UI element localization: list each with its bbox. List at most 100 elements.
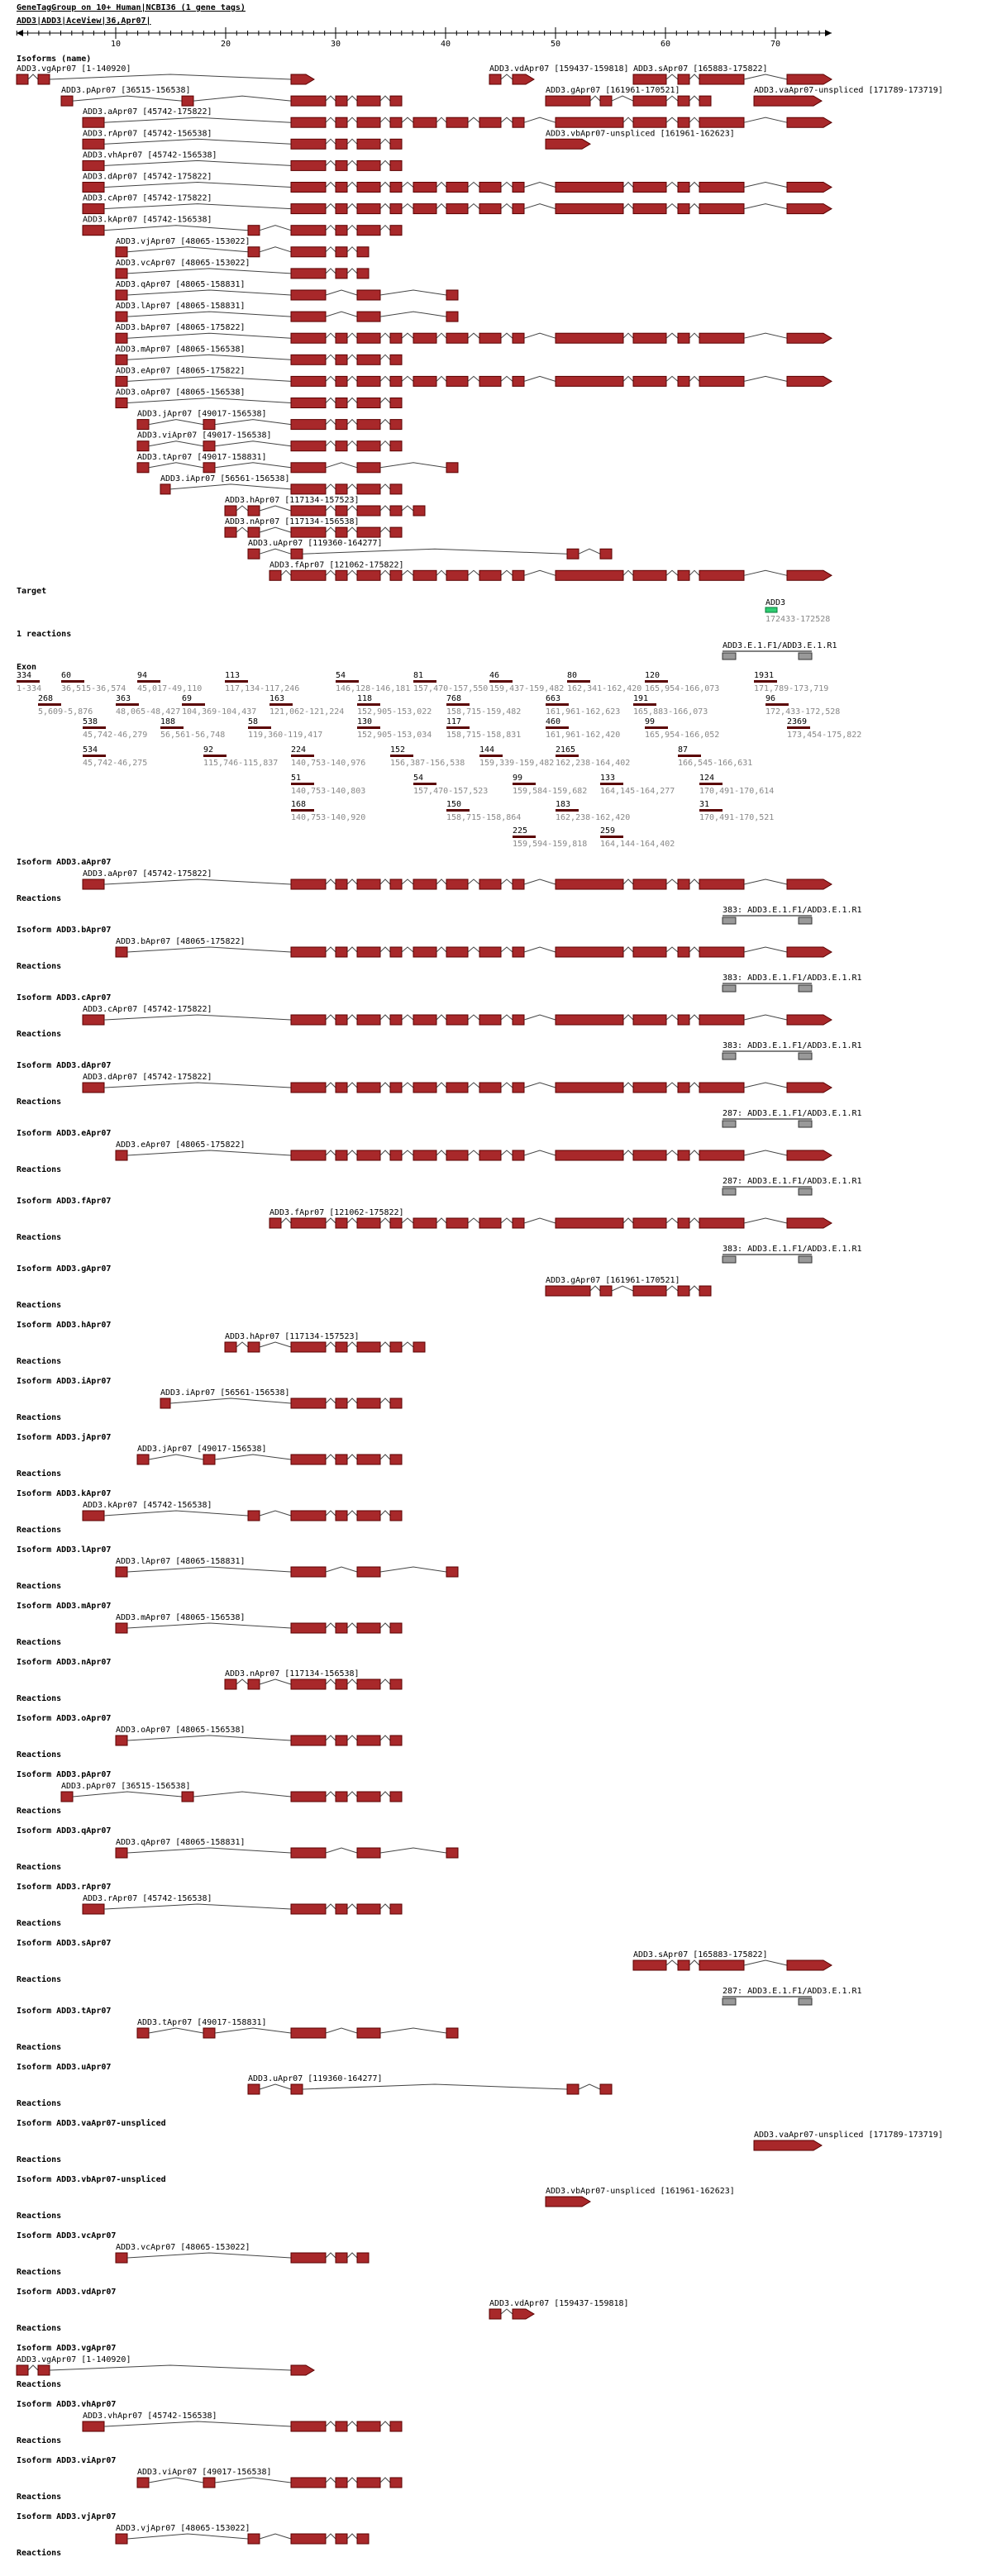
- exon: [356, 526, 381, 538]
- intron: [379, 289, 447, 296]
- primer-box: [798, 1052, 813, 1060]
- intron: [379, 224, 391, 231]
- exon-bar: [556, 755, 579, 757]
- intron: [379, 1678, 391, 1685]
- exon: [632, 74, 667, 85]
- intron: [126, 375, 292, 382]
- exon: [599, 1285, 613, 1297]
- isoform-label: ADD3.hApr07 [117134-157523]: [225, 496, 360, 505]
- exon: [335, 225, 348, 236]
- isoform-title: Isoform ADD3.pApr07: [17, 1770, 111, 1779]
- exon-range: 166,545-166,631: [678, 759, 752, 768]
- isoform-title: Isoform ADD3.sApr07: [17, 1939, 111, 1948]
- exon: [224, 505, 237, 517]
- exon: [699, 1150, 745, 1161]
- intron: [379, 332, 391, 339]
- isoform-label: ADD3.aApr07 [45742-175822]: [83, 869, 212, 879]
- exon: [356, 1150, 381, 1161]
- isoform-label: ADD3.nApr07 [117134-156538]: [225, 1669, 360, 1678]
- intron: [467, 202, 480, 209]
- intron: [500, 2308, 513, 2315]
- intron: [743, 569, 788, 576]
- intron: [346, 1217, 358, 1224]
- isoform-title: Isoform ADD3.nApr07: [17, 1658, 111, 1667]
- exon: [389, 1510, 403, 1521]
- exon: [555, 375, 624, 387]
- isoform-label: ADD3.vhApr07 [45742-156538]: [83, 2412, 217, 2421]
- intron: [325, 462, 358, 469]
- intron: [325, 1150, 336, 1156]
- intron: [665, 74, 679, 80]
- exon-bar: [17, 680, 40, 683]
- exon: [356, 311, 381, 322]
- exon: [356, 225, 381, 236]
- intron: [346, 397, 358, 403]
- intron: [346, 526, 358, 533]
- exon-range: 172,433-172,528: [765, 707, 840, 717]
- exon: [413, 1217, 437, 1229]
- exon-range: 140,753-140,976: [291, 759, 365, 768]
- intron: [325, 311, 358, 317]
- intron: [379, 879, 391, 885]
- exon-range: 171,789-173,719: [754, 684, 828, 693]
- exon: [160, 1398, 171, 1409]
- exon: [335, 375, 348, 387]
- exon: [699, 1082, 745, 1093]
- exon-length: 152: [390, 745, 405, 755]
- exon: [335, 2477, 348, 2488]
- intron: [280, 569, 292, 576]
- exon-arrow: [786, 182, 832, 193]
- exon: [356, 505, 381, 517]
- exon: [290, 946, 327, 958]
- exon: [512, 203, 525, 215]
- exon-range: 1-334: [17, 684, 41, 693]
- exon-length: 120: [645, 671, 660, 680]
- exon: [389, 332, 403, 344]
- primer-box: [798, 984, 813, 993]
- exon: [677, 569, 690, 581]
- isoform-label: ADD3.jApr07 [49017-156538]: [137, 1445, 267, 1454]
- intron: [259, 246, 292, 253]
- intron: [325, 95, 336, 102]
- exon: [290, 1903, 327, 1915]
- intron: [259, 548, 292, 555]
- exon: [290, 1791, 327, 1802]
- intron: [325, 1082, 336, 1088]
- reaction-label: 383: ADD3.E.1.F1/ADD3.E.1.R1: [723, 1041, 862, 1050]
- intron: [665, 117, 679, 123]
- exon-length: 183: [556, 800, 570, 809]
- exon-length: 58: [248, 717, 258, 726]
- exon: [115, 1847, 128, 1859]
- exon: [356, 440, 381, 452]
- intron: [214, 440, 292, 447]
- exon: [356, 462, 381, 474]
- intron: [346, 375, 358, 382]
- intron: [325, 879, 336, 885]
- exon: [699, 946, 745, 958]
- intron: [214, 462, 292, 469]
- isoform-label: ADD3.vbApr07-unspliced [161961-162623]: [546, 129, 735, 138]
- intron: [325, 1454, 336, 1460]
- isoform-title: Isoform ADD3.vjApr07: [17, 2512, 116, 2521]
- isoform-title: Isoform ADD3.dApr07: [17, 1061, 111, 1070]
- intron: [346, 117, 358, 123]
- intron: [743, 375, 788, 382]
- exon: [290, 526, 327, 538]
- intron: [689, 946, 700, 953]
- intron: [689, 332, 700, 339]
- intron: [436, 1150, 447, 1156]
- intron: [103, 2421, 292, 2427]
- exon: [389, 117, 403, 128]
- intron: [379, 1150, 391, 1156]
- intron: [743, 203, 788, 210]
- exon-range: 140,753-140,803: [291, 787, 365, 796]
- intron: [379, 202, 391, 209]
- exon-length: 768: [446, 694, 461, 703]
- exon: [512, 1150, 525, 1161]
- exon-length: 144: [479, 745, 494, 755]
- exon-range: 5,609-5,876: [38, 707, 93, 717]
- intron: [169, 483, 292, 490]
- exon: [413, 117, 437, 128]
- exon: [699, 879, 745, 890]
- intron: [27, 2364, 39, 2371]
